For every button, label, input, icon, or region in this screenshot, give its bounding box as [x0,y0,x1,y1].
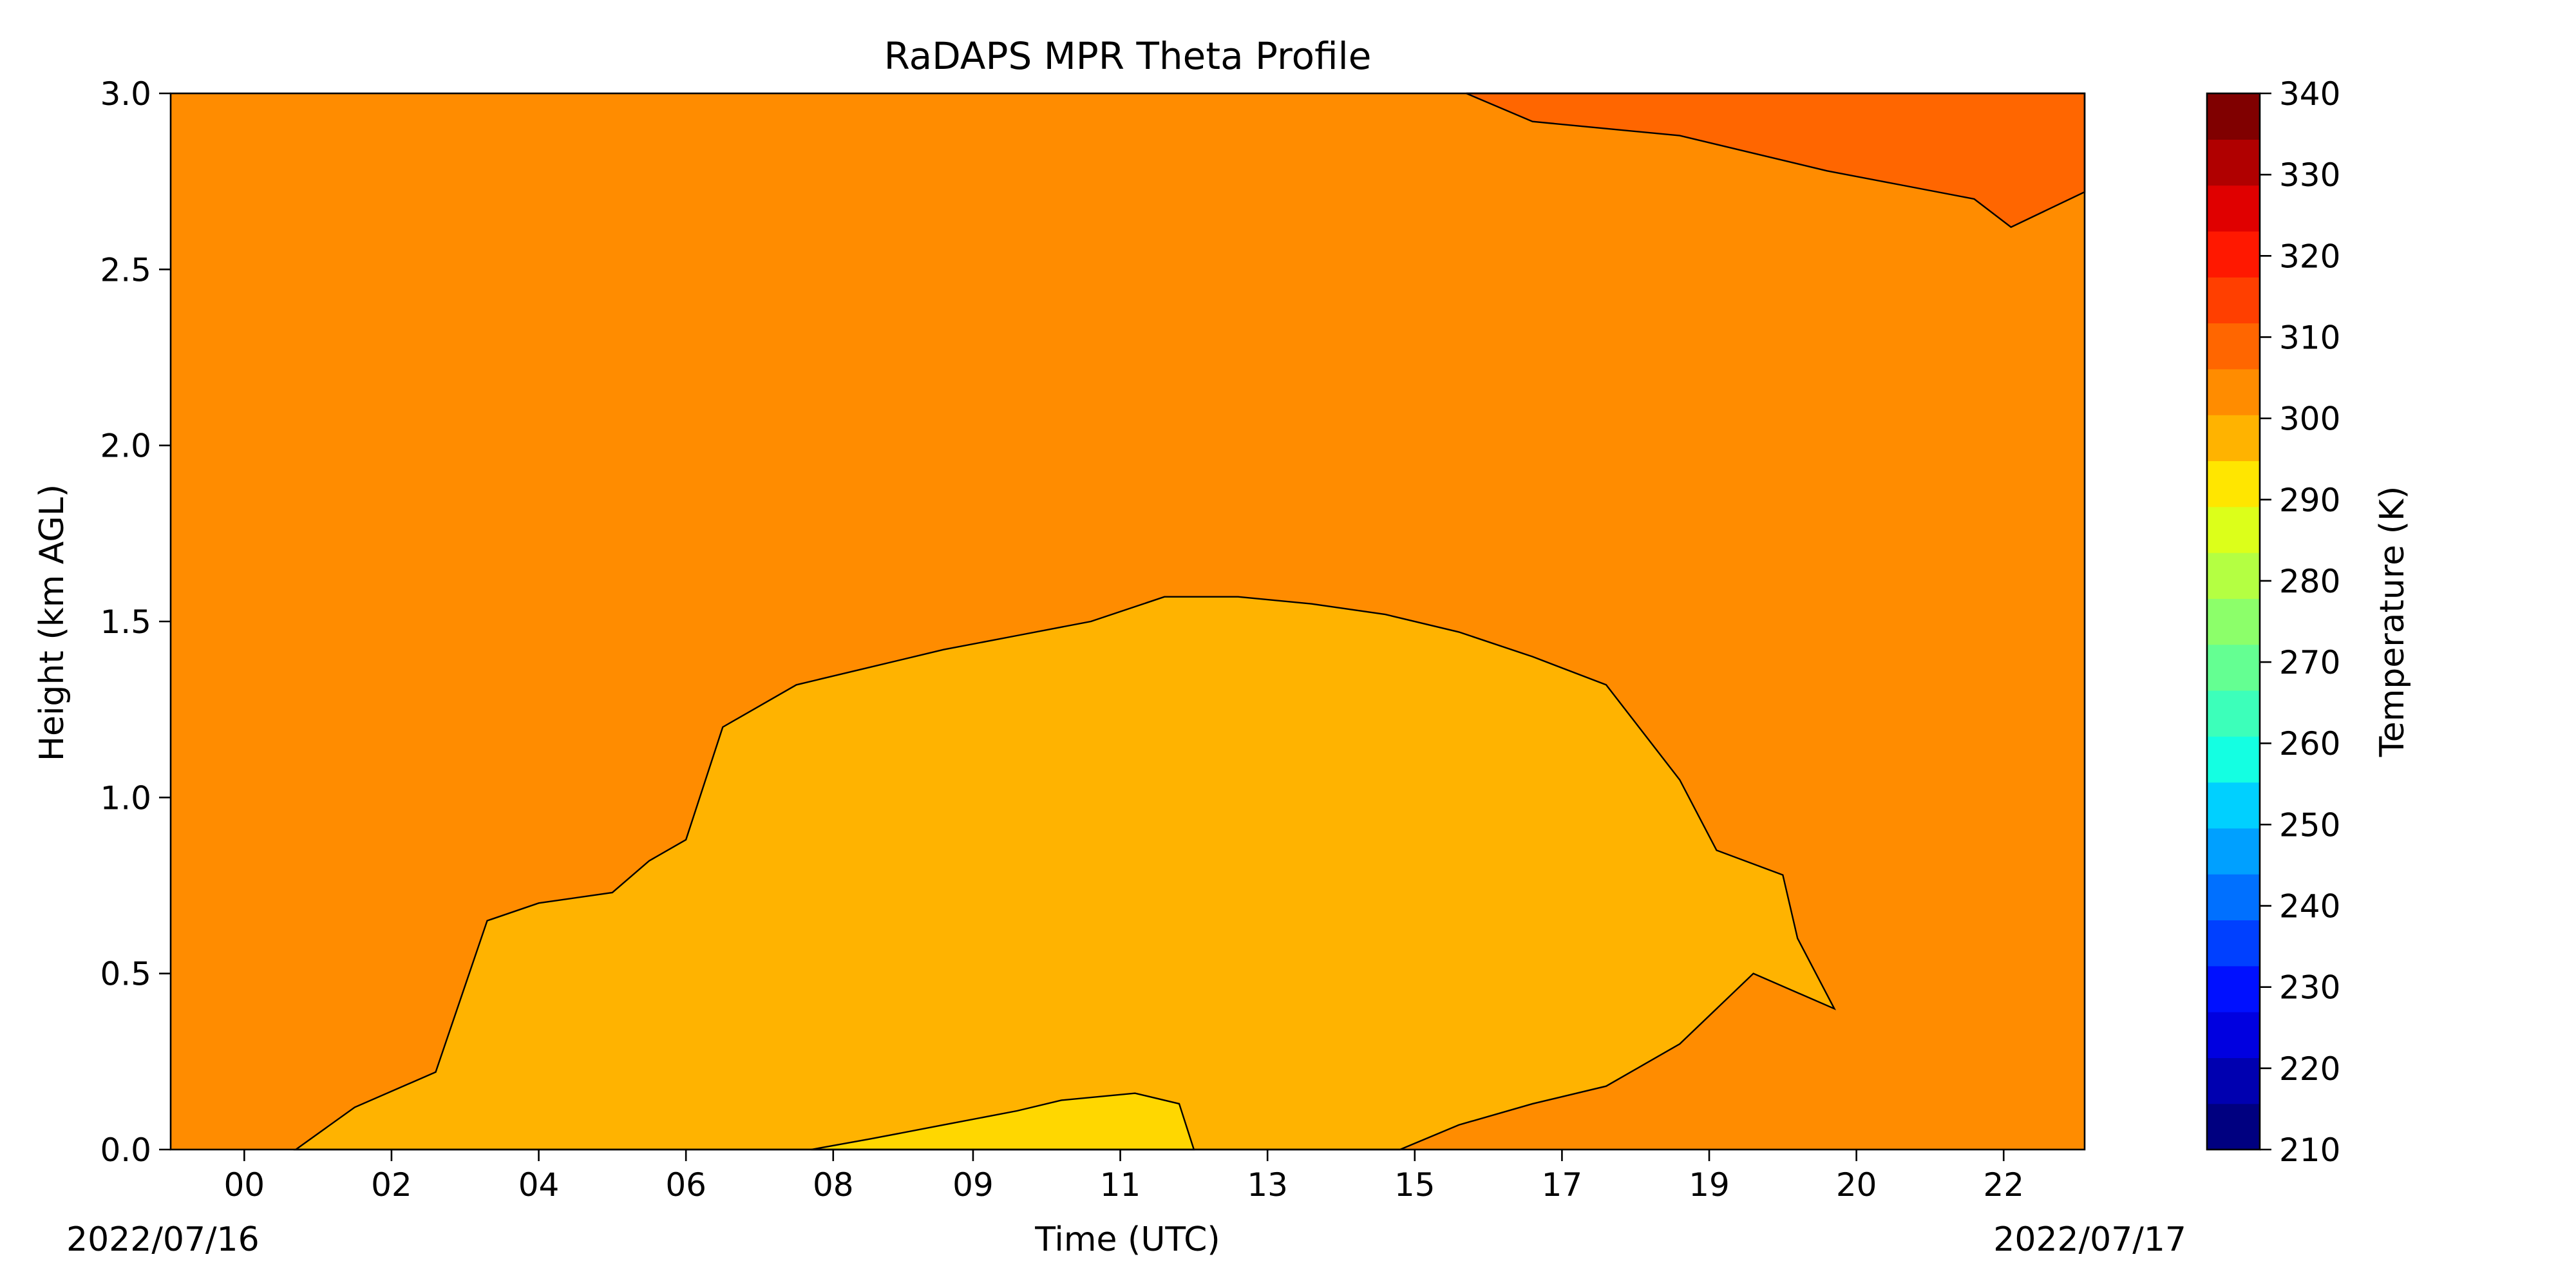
x-tick-label: 22 [1983,1166,2024,1204]
x-tick-label: 06 [665,1166,706,1204]
x-tick-label: 09 [952,1166,994,1204]
colorbar-segment [2207,690,2260,737]
colorbar-tick-label: 220 [2279,1050,2340,1088]
colorbar-segment [2207,644,2260,691]
plot-area [169,92,2086,1151]
colorbar-segment [2207,920,2260,967]
colorbar-tick-label: 210 [2279,1132,2340,1169]
colorbar-segment [2207,415,2260,462]
colorbar-segment [2207,93,2260,140]
x-tick-label: 15 [1394,1166,1435,1204]
colorbar: 210 220 230 240 250 260 270 280 290 300 310 320 330 3… [2206,75,2340,1169]
colorbar-tick-label: 290 [2279,482,2340,519]
colorbar-frame [2206,92,2261,1151]
x-start-date-label: 2022/07/16 [66,1220,260,1259]
x-tick-label: 19 [1689,1166,1730,1204]
colorbar-segment [2207,139,2260,186]
colorbar-tick-label: 310 [2279,319,2340,356]
colorbar-tick-label: 300 [2279,401,2340,438]
colorbar-segment [2207,368,2260,415]
y-tick-label: 3.0 [100,75,151,113]
x-tick-label: 04 [518,1166,560,1204]
x-tick-label: 00 [223,1166,265,1204]
boundary-layer-region [293,596,1836,1151]
y-tick-label: 2.5 [100,251,151,289]
y-tick-label: 2.0 [100,428,151,465]
colorbar-tick-label: 230 [2279,969,2340,1007]
colorbar-tick-label: 260 [2279,725,2340,762]
y-tick-label: 0.5 [100,956,151,993]
colorbar-segment [2207,598,2260,645]
colorbar-segment [2207,460,2260,507]
surface-cool-pocket-region [811,1092,1195,1151]
x-end-date-label: 2022/07/17 [1993,1220,2186,1259]
colorbar-segment [2207,323,2260,370]
colorbar-segment [2207,231,2260,278]
colorbar-tick-label: 280 [2279,563,2340,600]
colorbar-segment [2207,506,2260,553]
x-axis-label: Time (UTC) [1034,1220,1220,1259]
colorbar-segment [2207,874,2260,921]
colorbar-tick-label: 320 [2279,238,2340,275]
x-tick-label: 11 [1100,1166,1141,1204]
y-tick-label: 1.5 [100,603,151,641]
chart-title: RaDAPS MPR Theta Profile [884,34,1372,78]
colorbar-segment [2207,828,2260,875]
colorbar-tick-label: 240 [2279,888,2340,925]
x-axis: 00 02 04 06 08 09 11 13 15 17 19 20 22 [223,1150,2024,1204]
colorbar-label: Temperature (K) [2373,486,2412,758]
y-tick-label: 1.0 [100,779,151,817]
x-tick-label: 13 [1247,1166,1288,1204]
colorbar-tick-label: 340 [2279,75,2340,113]
colorbar-segment [2207,736,2260,783]
colorbar-segment [2207,782,2260,829]
x-tick-label: 02 [371,1166,412,1204]
x-tick-label: 17 [1542,1166,1583,1204]
colorbar-segment [2207,1057,2260,1104]
colorbar-tick-label: 270 [2279,644,2340,681]
x-tick-label: 08 [813,1166,854,1204]
colorbar-segment [2207,965,2260,1012]
colorbar-segment [2207,277,2260,324]
colorbar-segment [2207,553,2260,599]
y-axis-label: Height (km AGL) [33,484,71,761]
colorbar-segment [2207,1012,2260,1058]
colorbar-tick-label: 250 [2279,806,2340,844]
colorbar-segment [2207,1103,2260,1150]
colorbar-tick-label: 330 [2279,156,2340,194]
y-axis: 0.0 0.5 1.0 1.5 2.0 2.5 3.0 [100,75,171,1169]
colorbar-segment [2207,185,2260,232]
y-tick-label: 0.0 [100,1132,151,1169]
x-tick-label: 20 [1836,1166,1877,1204]
